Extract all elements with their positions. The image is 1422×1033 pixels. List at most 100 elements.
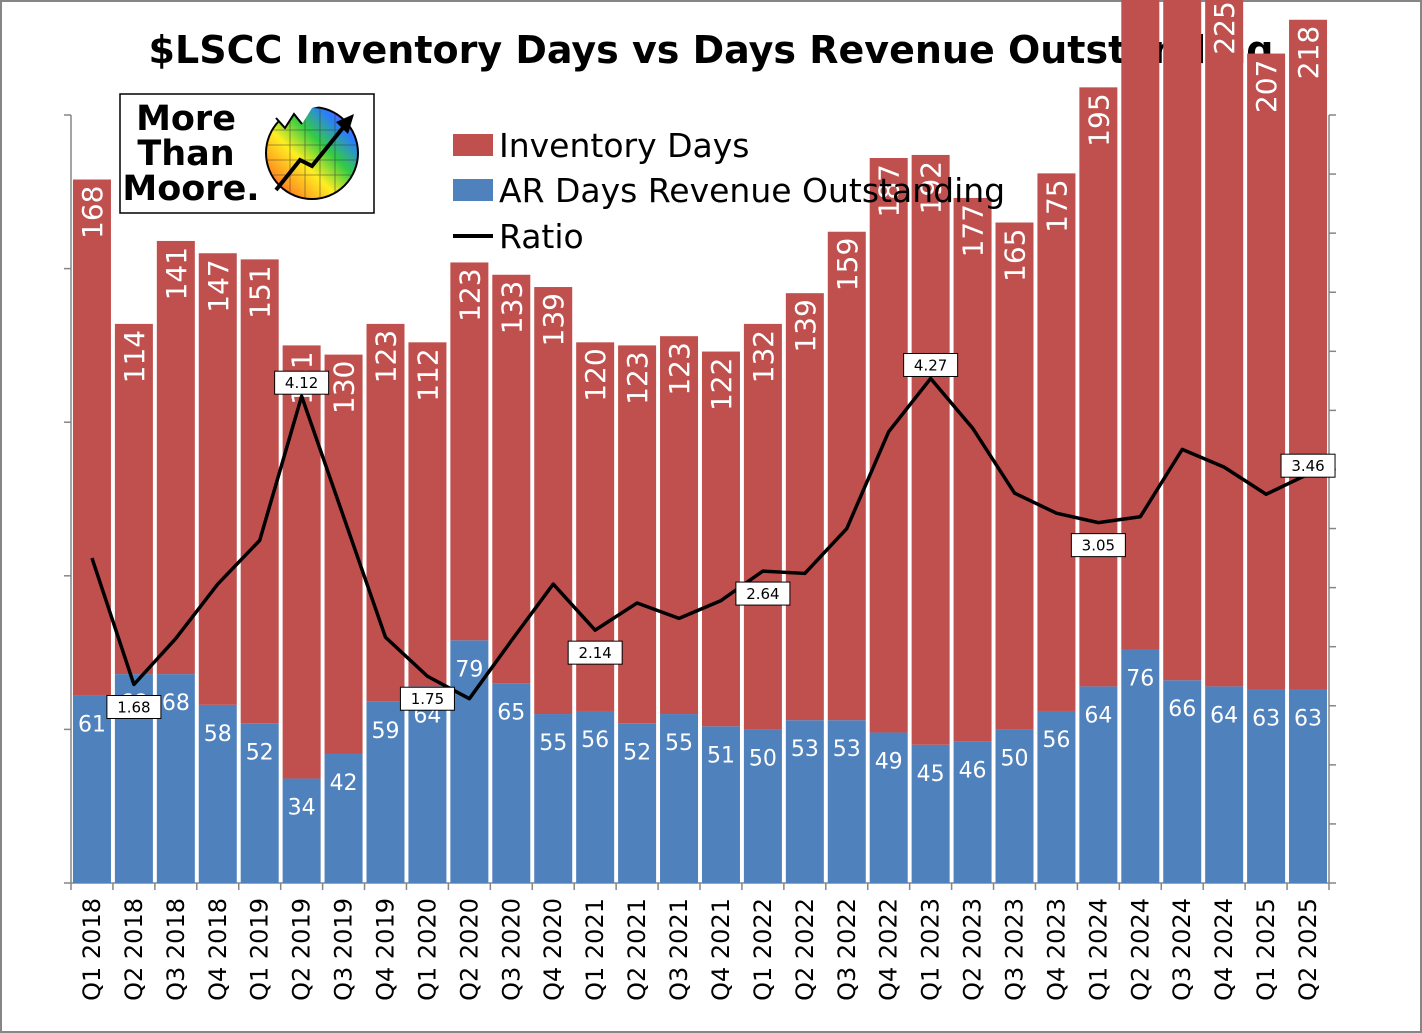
inventory-value-label: 175 (1040, 179, 1073, 232)
bar-inventory-11 (534, 287, 573, 715)
inventory-value-label: 207 (1250, 60, 1283, 113)
bar-ar-0 (72, 695, 111, 883)
ratio-label-text: 1.68 (117, 699, 150, 717)
bar-ar-11 (534, 714, 573, 883)
x-tick-label: Q1 2018 (78, 898, 106, 1001)
ratio-label-text: 2.64 (746, 585, 779, 603)
ar-value-label: 55 (539, 731, 567, 756)
bar-ar-27 (1205, 686, 1244, 883)
ratio-line (90, 376, 1309, 701)
bar-inventory-3 (198, 253, 237, 705)
x-tick-label: Q3 2023 (1001, 898, 1029, 1001)
inventory-value-label: 159 (831, 238, 864, 291)
bar-inventory-29 (1289, 19, 1328, 690)
inventory-value-label: 123 (663, 342, 696, 395)
inventory-value-label: 141 (160, 247, 193, 300)
ratio-label-text: 2.14 (578, 644, 611, 662)
ar-value-label: 45 (917, 762, 945, 787)
bar-inventory-16 (743, 323, 782, 730)
x-tick-label: Q4 2019 (372, 898, 400, 1001)
legend-label-ratio: Ratio (499, 217, 584, 256)
bar-ar-18 (827, 720, 866, 883)
ar-value-label: 53 (791, 737, 819, 762)
bar-ar-21 (953, 741, 992, 883)
x-tick-label: Q2 2023 (959, 898, 987, 1001)
inventory-value-label: 120 (579, 348, 612, 401)
bar-ar-19 (869, 732, 908, 883)
x-tick-label: Q2 2024 (1126, 898, 1154, 1001)
x-tick-label: Q2 2019 (288, 898, 316, 1001)
ar-value-label: 64 (1084, 703, 1112, 728)
bars: 6116868114681415814752151341414213059123… (72, 0, 1328, 883)
bar-ar-25 (1121, 649, 1160, 883)
x-tick-label: Q4 2024 (1210, 898, 1238, 1001)
ratio-label-text: 4.12 (285, 374, 318, 392)
bar-inventory-1 (114, 323, 153, 675)
ratio-data-label: 3.46 (1280, 453, 1336, 478)
ratio-label-box (903, 352, 959, 377)
legend-label-inventory: Inventory Days (499, 126, 749, 165)
x-axis-labels: Q1 2018 Q2 2018 Q3 2018 Q4 2018 Q1 2019 Q2 20… (78, 898, 1322, 1001)
ratio-label-text: 3.05 (1082, 537, 1115, 555)
bar-ar-2 (156, 674, 195, 883)
x-tick-label: Q2 2025 (1294, 898, 1322, 1001)
ratio-label-box (1280, 453, 1336, 478)
inventory-value-label: 123 (621, 351, 654, 404)
ar-value-label: 42 (330, 771, 358, 796)
x-tick-label: Q1 2024 (1084, 898, 1112, 1001)
bar-ar-10 (492, 683, 531, 883)
bar-inventory-13 (618, 345, 657, 724)
bar-inventory-0 (72, 179, 111, 696)
legend: Inventory Days AR Days Revenue Outstandi… (453, 126, 1005, 256)
ar-value-label: 76 (1126, 667, 1154, 692)
inventory-value-label: 130 (328, 361, 361, 414)
bar-ar-16 (743, 729, 782, 883)
ar-value-label: 52 (246, 740, 274, 765)
x-tick-label: Q1 2023 (917, 898, 945, 1001)
x-tick-label: Q3 2019 (330, 898, 358, 1001)
bar-inventory-9 (450, 262, 489, 641)
ratio-data-label: 2.14 (567, 640, 623, 665)
ratio-data-label: 4.12 (274, 370, 330, 395)
inventory-value-label: 139 (789, 299, 822, 352)
ratio-label-box (735, 581, 791, 606)
bar-ar-13 (618, 723, 657, 883)
bar-ar-7 (366, 701, 405, 883)
bar-inventory-26 (1163, 0, 1202, 681)
ar-value-label: 65 (497, 700, 525, 725)
bar-ar-23 (1037, 710, 1076, 883)
logo-text-line-2: Than (137, 134, 234, 174)
ar-value-label: 63 (1294, 706, 1322, 731)
inventory-value-label: 187 (873, 164, 906, 217)
ratio-label-text: 3.46 (1291, 457, 1324, 475)
ar-value-label: 68 (162, 691, 190, 716)
ratio-label-box (274, 370, 330, 395)
bar-inventory-24 (1079, 87, 1118, 687)
inventory-value-label: 218 (1292, 26, 1325, 79)
bar-ar-24 (1079, 686, 1118, 883)
bar-inventory-14 (660, 336, 699, 715)
bar-inventory-10 (492, 274, 531, 684)
x-tick-label: Q4 2020 (539, 898, 567, 1001)
bar-inventory-22 (995, 222, 1034, 730)
ar-value-label: 49 (875, 749, 903, 774)
bar-ar-3 (198, 704, 237, 883)
ratio-label-box (567, 640, 623, 665)
ar-value-label: 56 (1042, 728, 1070, 753)
ratio-series: 1.68 4.12 1.75 2.14 2.64 4.27 3.05 3.46 (90, 352, 1336, 720)
bar-inventory-27 (1205, 0, 1244, 687)
logo-text-line-1: More (136, 99, 236, 139)
inventory-value-label: 122 (705, 358, 738, 411)
legend-swatch-inventory (453, 134, 493, 156)
bar-inventory-2 (156, 240, 195, 675)
bar-ar-28 (1247, 689, 1286, 883)
bar-inventory-17 (785, 293, 824, 721)
inventory-value-label: 192 (915, 161, 948, 214)
bar-inventory-25 (1121, 0, 1160, 650)
axes (64, 114, 1336, 890)
legend-label-ar: AR Days Revenue Outstanding (499, 171, 1005, 210)
inventory-value-label: 123 (370, 330, 403, 383)
ratio-label-box (1070, 533, 1126, 558)
ratio-label-text: 4.27 (914, 356, 947, 374)
